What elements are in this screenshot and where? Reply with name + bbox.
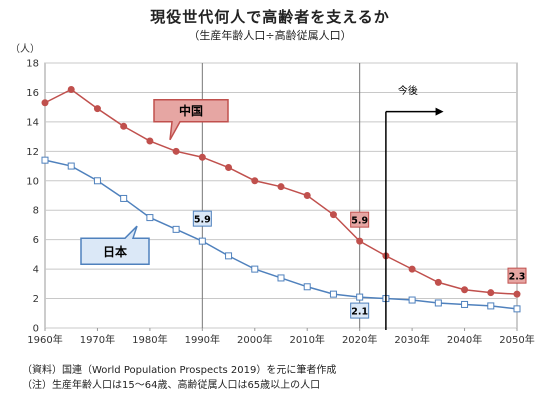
- data-point: [513, 305, 521, 313]
- data-point: [408, 296, 416, 304]
- data-point: [225, 252, 233, 260]
- data-point: [146, 214, 154, 222]
- japan-1990-value-label: 5.9: [194, 215, 211, 226]
- y-tick-label: 2: [33, 294, 39, 305]
- data-point: [120, 122, 128, 130]
- data-point: [198, 237, 206, 245]
- china-2050-value-label: 2.3: [509, 272, 526, 283]
- x-tick-label: 2040年: [447, 333, 482, 346]
- x-tick-label: 2030年: [394, 333, 429, 346]
- x-tick-label: 2010年: [289, 333, 324, 346]
- data-point: [408, 265, 416, 273]
- chart-notes: （資料）国連（World Population Prospects 2019）を…: [22, 363, 336, 393]
- japan-series-label: 日本: [103, 244, 127, 259]
- data-point: [41, 156, 49, 164]
- data-point: [434, 278, 442, 286]
- data-point: [225, 164, 233, 172]
- chart-subtitle: （生産年齢人口÷高齢従属人口）: [188, 29, 352, 42]
- future-label: 今後: [398, 84, 418, 97]
- japan-1990-value-label-box: [192, 210, 212, 227]
- data-point: [513, 290, 521, 298]
- y-tick-label: 4: [33, 265, 39, 276]
- source-note: （資料）国連（World Population Prospects 2019）を…: [22, 365, 337, 376]
- data-point: [172, 147, 180, 155]
- china-series-label: 中国: [179, 103, 203, 118]
- data-point: [277, 274, 285, 282]
- chart-title: 現役世代何人で高齢者を支えるか: [150, 8, 390, 26]
- data-point: [461, 300, 469, 308]
- data-point: [67, 86, 75, 93]
- line-chart: 0 2 4 6 8 10 12 14 16 18 1960年 1970年 1980年 1990年 2000年…: [26, 59, 534, 347]
- data-point: [93, 177, 101, 185]
- data-point: [303, 283, 311, 291]
- data-point: [67, 162, 75, 170]
- data-point: [120, 194, 128, 202]
- japan-callout-box: [80, 225, 150, 265]
- data-point: [434, 299, 442, 307]
- data-point: [198, 153, 206, 161]
- data-point: [329, 290, 337, 298]
- y-tick-label: 10: [26, 176, 39, 187]
- future-arrow-head: [435, 107, 444, 116]
- x-tick-label: 1980年: [132, 333, 167, 346]
- data-point: [461, 286, 469, 294]
- plot-area: [44, 62, 518, 329]
- y-tick-label: 6: [33, 235, 39, 246]
- x-tick-label: 1990年: [185, 333, 220, 346]
- data-point: [487, 289, 495, 297]
- data-point: [356, 237, 364, 245]
- data-point: [93, 105, 101, 113]
- y-tick-label: 8: [33, 206, 39, 217]
- y-tick-label: 18: [26, 59, 39, 70]
- data-point: [251, 177, 259, 185]
- y-tick-label: 14: [26, 117, 39, 128]
- y-tick-label: 12: [26, 147, 39, 158]
- data-point: [41, 99, 49, 107]
- y-axis-unit: （人）: [10, 44, 40, 55]
- definition-note: （注）生産年齢人口は15～64歳、高齢従属人口は65歳以上の人口: [22, 380, 321, 391]
- y-tick-label: 16: [26, 88, 39, 99]
- china-2020-value-label: 5.9: [351, 216, 368, 227]
- x-tick-label: 2050年: [499, 333, 534, 346]
- japan-2020-value-label-box: [350, 302, 370, 319]
- japan-2020-value-label: 2.1: [351, 307, 368, 318]
- china-2020-value-label-box: [350, 211, 370, 228]
- data-point: [251, 265, 259, 273]
- data-point: [356, 293, 364, 301]
- x-tick-label: 1970年: [80, 333, 115, 346]
- x-tick-label: 2000年: [237, 333, 272, 346]
- y-tick-label: 0: [33, 324, 39, 335]
- china-2050-value-label-box: [507, 267, 527, 284]
- x-tick-label: 1960年: [27, 333, 62, 346]
- data-point: [277, 183, 285, 191]
- data-point: [329, 211, 337, 219]
- x-tick-label: 2020年: [342, 333, 377, 346]
- data-point: [172, 225, 180, 233]
- data-point: [303, 192, 311, 199]
- data-point: [146, 137, 154, 145]
- data-point: [487, 302, 495, 310]
- china-callout-box: [153, 99, 229, 141]
